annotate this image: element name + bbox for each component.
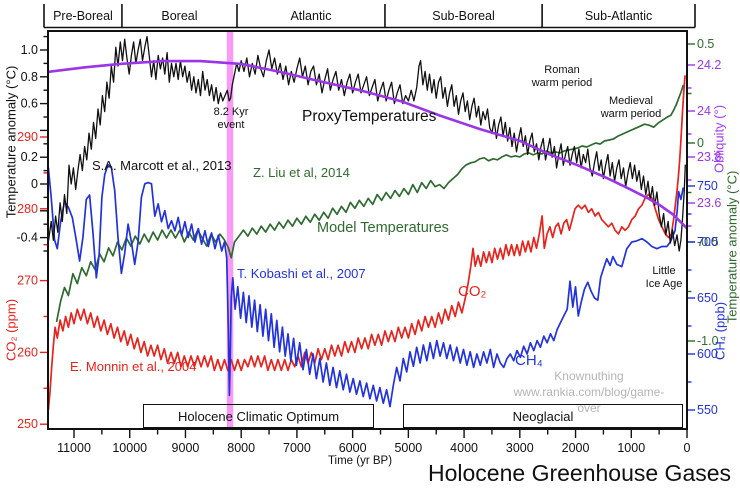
time-tick-label: 7000 [283,441,311,455]
co2-tick-label: 280 [17,202,38,216]
temp_left-tick-label: 0.8 [21,70,38,84]
obliquity-tick-label: 24.2 [697,58,721,72]
epoch-label: Sub-Boreal [432,9,495,23]
time-tick-label: 2000 [562,441,590,455]
time-tick-label: 4000 [450,441,478,455]
model_green-curve [55,84,684,323]
kobashi-series-label: T. Kobashi et al., 2007 [237,266,366,281]
proxy-temperatures-label: ProxyTemperatures [302,108,437,125]
time-tick-label: 0 [684,441,691,455]
time-tick-label: 3000 [506,441,534,455]
time-tick-label: 1000 [617,441,645,455]
time-tick-label: 11000 [57,441,91,455]
little-ice-age-label: Little Ice Age [645,265,683,290]
ch4-tick-label: 750 [697,179,718,193]
epoch-label: Pre-Boreal [53,9,113,23]
obliquity-tick-label: 23.8 [697,150,721,164]
co2-tick-label: 260 [17,345,38,359]
temp_left-tick-label: -0.4 [16,231,38,245]
co2-tick-label: 270 [17,274,38,288]
co2_red-curve [48,75,686,411]
temp_left-tick-label: 0.2 [21,150,38,164]
event-band-8-2kyr [226,31,234,429]
ch4-axis-title: CH₄ (ppb) [712,301,728,361]
temp_right-tick-label: -1.0 [697,334,719,348]
ch4-tick-label: 550 [697,403,718,417]
obliquity-tick-label: 24 [697,104,711,118]
right-temp-axis-title: Temperature anomaly (°C) [724,170,740,324]
epoch-label: Sub-Atlantic [585,9,652,23]
event-8-2kyr-label: 8.2 Kyr event [213,106,249,131]
time-tick-label: 8000 [227,441,255,455]
time-tick-label: 9000 [172,441,200,455]
temp_right-tick-label: 0 [697,136,704,150]
ch4-tick-label: 650 [697,291,718,305]
epoch-label: Atlantic [290,9,331,23]
temp_left-tick-label: 0.6 [21,97,38,111]
monnin-series-label: E. Monnin et al., 2004 [70,359,197,374]
obliquity_purple-curve [48,59,687,230]
roman-warm-period-label: Roman warm period [531,64,593,89]
ch4-tick-label: 700 [697,235,718,249]
model-temperatures-label: Model Temperatures [317,220,449,236]
temp_left-tick-label: 1.0 [21,43,38,57]
chart-title: Holocene Greenhouse Gases [428,460,732,486]
epoch-label: Boreal [161,9,197,23]
co2-tick-label: 250 [17,417,38,431]
watermark: Knownuthing www.rankia.com/blog/game-ove… [513,369,665,416]
temp_left-tick-label: 0 [31,177,38,191]
ch4-curve-label: CH₄ [515,352,543,369]
marcott-series-label: S.A. Marcott et al., 2013 [92,158,232,173]
co2-curve-label: CO₂ [458,283,487,300]
left-temp-axis-title: Temperature anomaly (°C) [3,65,19,219]
ch4-tick-label: 600 [697,347,718,361]
obliquity-axis-title: Obliquity (°) [711,104,727,174]
neoglacial-box: Neoglacial [403,404,683,428]
plot-border [47,30,688,430]
co2-tick-label: 290 [17,130,38,144]
plot-content [48,31,687,429]
time-tick-label: 10000 [112,441,147,455]
temp_right-tick-label: -0.5 [697,235,719,249]
obliquity-tick-label: 23.6 [697,196,721,210]
co2-axis-title: CO₂ (ppm) [3,298,19,362]
temp_right-tick-label: 0.5 [697,37,714,51]
zliu-series-label: Z. Liu et al, 2014 [253,165,350,180]
time-tick-label: 6000 [339,441,367,455]
holocene-climatic-optimum-box: Holocene Climatic Optimum [143,404,374,428]
ch4_blue-curve [48,163,684,408]
time-tick-label: 5000 [394,441,422,455]
medieval-warm-period-label: Medieval warm period [600,95,662,120]
x-axis-title: Time (yr BP) [327,455,393,467]
